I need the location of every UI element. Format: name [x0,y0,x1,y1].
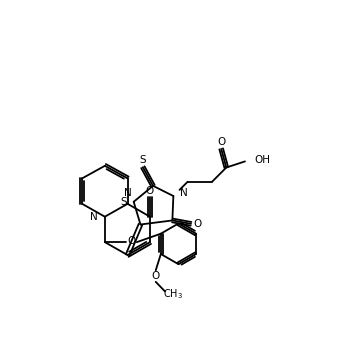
Text: CH$_3$: CH$_3$ [163,287,183,301]
Text: O: O [194,219,202,229]
Text: O: O [152,271,160,281]
Text: N: N [124,188,131,198]
Text: O: O [128,236,136,246]
Text: N: N [90,212,97,222]
Text: O: O [217,137,225,147]
Text: OH: OH [254,155,271,165]
Text: N: N [180,188,188,198]
Text: O: O [146,186,154,196]
Text: S: S [140,155,146,165]
Text: S: S [120,197,127,207]
